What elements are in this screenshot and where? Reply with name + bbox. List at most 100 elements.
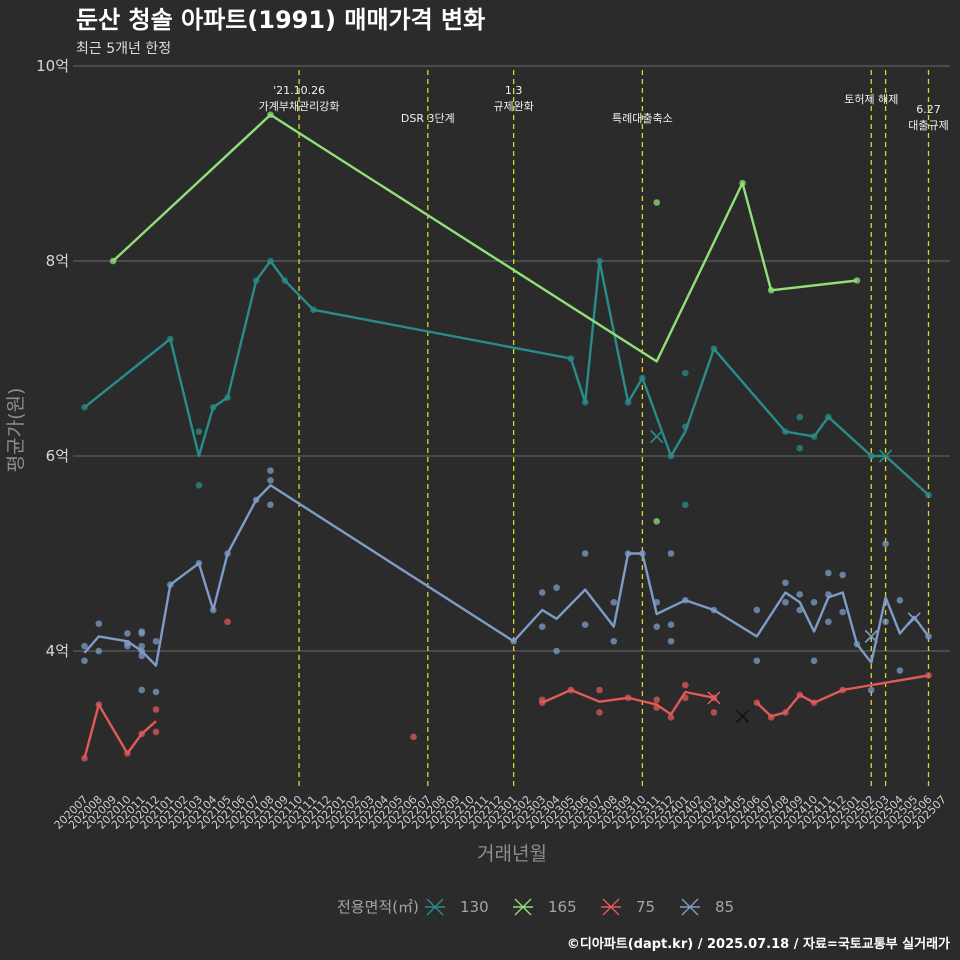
data-point	[195, 481, 203, 489]
legend-label: 130	[460, 898, 489, 916]
event-label: 1.3 규제완화	[493, 84, 533, 113]
legend: 전용면적(㎡) 130 165 75 85	[337, 898, 734, 916]
cross-marker	[735, 709, 750, 723]
data-point	[81, 642, 88, 650]
series-line	[112, 113, 858, 363]
series-165	[109, 111, 861, 525]
data-point	[138, 642, 146, 650]
event-label: '21.10.26 가계부채관리강화	[259, 84, 340, 113]
data-point	[896, 597, 904, 604]
data-point	[896, 667, 904, 674]
data-point	[667, 550, 675, 557]
data-point	[682, 501, 689, 509]
data-point	[782, 579, 789, 587]
series-line	[541, 688, 715, 716]
y-tick-label: 10억	[36, 57, 69, 75]
legend-label: 75	[636, 898, 655, 916]
event-label: 6.27 대출규제	[908, 103, 948, 132]
data-point	[610, 637, 618, 645]
data-point	[124, 642, 131, 650]
data-point	[782, 598, 789, 606]
y-axis-label: 평균가(원)	[5, 388, 27, 473]
data-point	[882, 618, 889, 626]
data-point	[839, 571, 846, 579]
data-point	[152, 637, 160, 645]
data-point	[95, 647, 103, 655]
data-point	[224, 618, 231, 626]
series-line	[755, 674, 929, 718]
data-point	[553, 647, 560, 655]
data-point	[810, 598, 818, 606]
cross-marker	[879, 449, 893, 463]
data-point	[882, 540, 889, 548]
chart-title: 둔산 청솔 아파트(1991) 매매가격 변화	[76, 6, 485, 34]
legend-key-cross	[514, 898, 532, 916]
x-axis-label: 거래년월	[477, 843, 547, 865]
y-tick-label: 8억	[46, 252, 69, 270]
data-point	[596, 709, 603, 716]
legend-key-cross	[681, 898, 699, 916]
data-point	[596, 686, 603, 694]
event-label: DSR 3단계	[401, 112, 455, 125]
data-point	[925, 672, 932, 679]
data-point	[267, 501, 274, 509]
data-point	[867, 686, 875, 694]
data-point	[796, 413, 804, 421]
series-85	[81, 467, 932, 696]
data-point	[538, 623, 546, 630]
data-point	[667, 621, 675, 628]
data-point	[653, 199, 661, 206]
series-line	[83, 484, 930, 667]
data-point	[653, 518, 661, 525]
data-point	[553, 584, 560, 591]
legend-title: 전용면적(㎡)	[337, 898, 419, 916]
legend-key-cross	[602, 898, 620, 916]
series-75	[81, 618, 932, 762]
data-point	[825, 569, 832, 577]
data-point	[810, 657, 818, 665]
legend-label: 85	[715, 898, 734, 916]
data-point	[682, 681, 689, 689]
data-point	[95, 620, 103, 627]
data-point	[195, 428, 203, 435]
cross-marker	[864, 629, 878, 643]
data-point	[410, 733, 417, 741]
data-point	[667, 637, 675, 645]
data-point	[267, 477, 274, 484]
chart-subtitle: 최근 5개년 한정	[76, 41, 171, 57]
legend-key-cross	[426, 898, 444, 916]
y-tick-label: 6억	[46, 447, 69, 465]
data-point	[581, 621, 589, 628]
data-point	[138, 630, 146, 637]
data-point	[653, 696, 661, 704]
data-point	[267, 467, 274, 474]
data-point	[152, 728, 160, 736]
cross-marker	[707, 691, 721, 705]
series-130	[81, 257, 932, 509]
data-point	[796, 444, 804, 452]
data-point	[667, 714, 675, 721]
data-point	[138, 686, 146, 694]
data-point	[81, 657, 88, 665]
data-point	[839, 608, 846, 616]
x-ticks: 2020072020082020092020102020112020122021…	[52, 793, 949, 832]
cross-marker	[907, 612, 921, 626]
legend-label: 165	[548, 898, 577, 916]
data-point	[581, 550, 589, 557]
data-point	[796, 591, 804, 598]
series-line	[83, 259, 930, 496]
data-point	[653, 623, 661, 630]
data-point	[753, 606, 761, 614]
data-point	[825, 618, 832, 626]
data-point	[152, 688, 160, 696]
data-point	[538, 589, 546, 596]
data-point	[610, 598, 618, 606]
grid-lines	[73, 65, 950, 652]
data-point	[710, 709, 718, 716]
y-tick-label: 4억	[46, 642, 69, 660]
data-point	[152, 706, 160, 713]
event-label: 특례대출축소	[612, 112, 673, 125]
series-line	[83, 703, 157, 759]
